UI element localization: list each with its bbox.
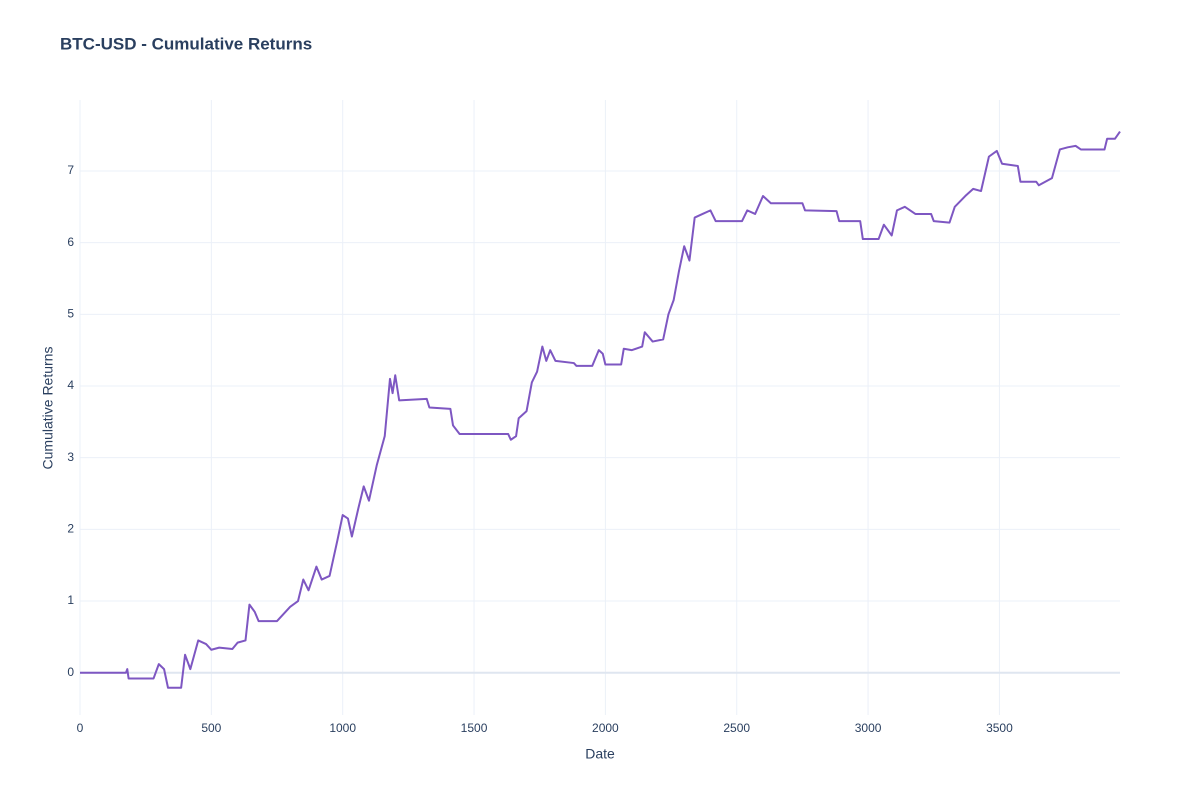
y-tick-label: 5 [67,306,74,320]
y-tick-label: 6 [67,235,74,249]
y-axis-label: Cumulative Returns [40,347,56,470]
chart-title: BTC-USD - Cumulative Returns [60,34,312,53]
x-tick-label: 0 [77,721,84,735]
y-tick-label: 0 [67,665,74,679]
x-tick-label: 3500 [986,721,1013,735]
x-tick-label: 3000 [855,721,882,735]
x-axis-label: Date [585,746,615,762]
y-tick-label: 2 [67,522,74,536]
x-tick-label: 1500 [461,721,488,735]
y-tick-label: 4 [67,378,74,392]
x-tick-label: 500 [201,721,221,735]
x-tick-label: 1000 [329,721,356,735]
y-tick-label: 3 [67,450,74,464]
x-tick-label: 2000 [592,721,619,735]
y-tick-label: 1 [67,593,74,607]
y-tick-label: 7 [67,163,74,177]
line-series [80,130,1121,689]
x-tick-label: 2500 [723,721,750,735]
